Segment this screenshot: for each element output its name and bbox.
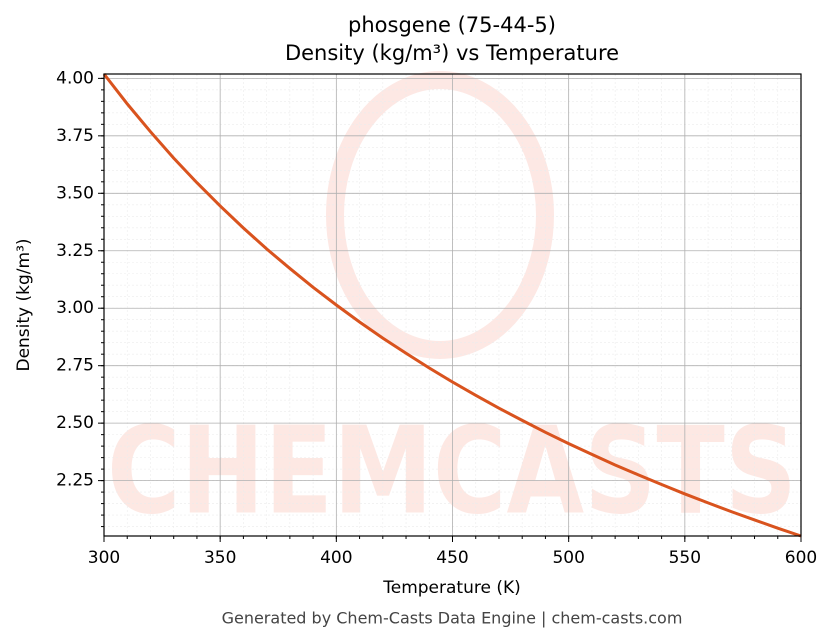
x-tick-label: 350 — [204, 548, 236, 568]
y-tick-label: 2.25 — [56, 471, 94, 491]
x-tick-label: 550 — [669, 548, 701, 568]
y-tick-label: 3.00 — [56, 298, 94, 318]
x-tick-label: 500 — [552, 548, 584, 568]
x-axis-label: Temperature (K) — [382, 578, 521, 598]
y-tick-label: 3.25 — [56, 241, 94, 261]
x-tick-label: 600 — [785, 548, 817, 568]
y-tick-label: 4.00 — [56, 68, 94, 88]
footer: Generated by Chem-Casts Data Engine | ch… — [222, 609, 683, 628]
plot-frame — [103, 73, 802, 537]
x-tick-label: 400 — [320, 548, 352, 568]
y-axis-label: Density (kg/m³) — [14, 238, 34, 371]
x-tick-label: 450 — [436, 548, 468, 568]
data-line — [102, 73, 802, 538]
y-tick-label: 3.75 — [56, 126, 94, 146]
y-tick-label: 3.50 — [56, 183, 94, 203]
y-tick-label: 2.50 — [56, 413, 94, 433]
chart-title: phosgene (75-44-5) — [348, 13, 556, 37]
watermark-logo — [326, 71, 554, 359]
y-tick-label: 2.75 — [56, 356, 94, 376]
watermark: CHEMCASTS — [107, 403, 797, 542]
chart-subtitle: Density (kg/m³) vs Temperature — [285, 41, 619, 65]
x-tick-label: 300 — [88, 548, 120, 568]
